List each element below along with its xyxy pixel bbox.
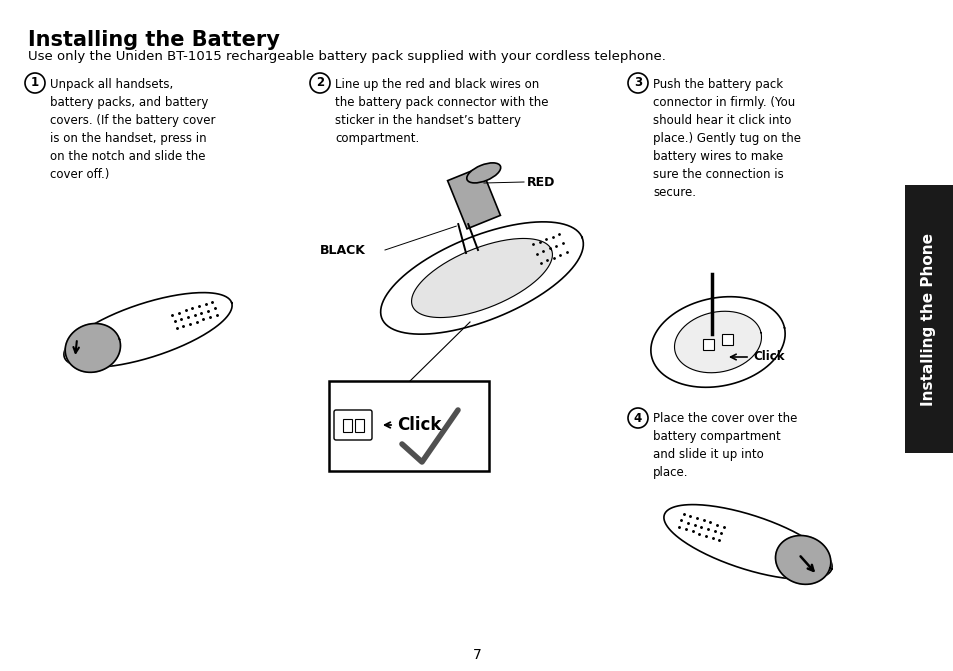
Text: 3: 3 xyxy=(634,76,641,89)
Polygon shape xyxy=(447,167,500,229)
Text: Installing the Battery: Installing the Battery xyxy=(28,30,279,50)
Text: Place the cover over the
battery compartment
and slide it up into
place.: Place the cover over the battery compart… xyxy=(652,412,797,479)
FancyBboxPatch shape xyxy=(329,381,489,471)
Polygon shape xyxy=(64,293,232,368)
FancyBboxPatch shape xyxy=(721,334,733,346)
Polygon shape xyxy=(380,222,582,334)
Ellipse shape xyxy=(466,163,500,183)
FancyBboxPatch shape xyxy=(343,419,352,431)
Text: Click: Click xyxy=(396,416,441,434)
Text: 7: 7 xyxy=(472,648,481,662)
Polygon shape xyxy=(411,238,552,317)
Text: Installing the Phone: Installing the Phone xyxy=(921,232,936,405)
Text: 1: 1 xyxy=(30,76,39,89)
FancyBboxPatch shape xyxy=(702,339,713,350)
Circle shape xyxy=(627,408,647,428)
Polygon shape xyxy=(663,505,831,579)
Text: Line up the red and black wires on
the battery pack connector with the
sticker i: Line up the red and black wires on the b… xyxy=(335,78,548,145)
Circle shape xyxy=(25,73,45,93)
Text: Use only the Uniden BT-1015 rechargeable battery pack supplied with your cordles: Use only the Uniden BT-1015 rechargeable… xyxy=(28,50,665,63)
Text: 2: 2 xyxy=(315,76,324,89)
Polygon shape xyxy=(775,535,830,584)
Text: 4: 4 xyxy=(633,411,641,425)
Polygon shape xyxy=(65,323,120,372)
Text: Unpack all handsets,
battery packs, and battery
covers. (If the battery cover
is: Unpack all handsets, battery packs, and … xyxy=(50,78,215,181)
FancyBboxPatch shape xyxy=(334,410,372,440)
Circle shape xyxy=(310,73,330,93)
Text: BLACK: BLACK xyxy=(319,244,366,256)
Circle shape xyxy=(627,73,647,93)
FancyBboxPatch shape xyxy=(355,419,364,431)
Polygon shape xyxy=(650,297,784,387)
Text: Push the battery pack
connector in firmly. (You
should hear it click into
place.: Push the battery pack connector in firml… xyxy=(652,78,801,199)
Polygon shape xyxy=(674,311,760,372)
Text: RED: RED xyxy=(526,176,555,189)
FancyBboxPatch shape xyxy=(904,185,952,453)
Text: Click: Click xyxy=(752,350,783,364)
